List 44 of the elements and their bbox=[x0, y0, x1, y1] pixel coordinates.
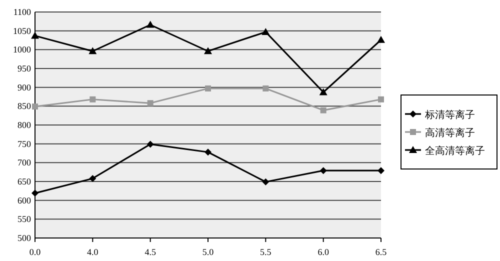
y-tick-label: 700 bbox=[18, 158, 32, 168]
point bbox=[31, 32, 39, 39]
y-tick-label: 550 bbox=[18, 214, 32, 224]
point bbox=[32, 104, 38, 110]
legend-label: 高清等离子 bbox=[425, 127, 475, 139]
y-tick-label: 500 bbox=[18, 233, 32, 243]
y-tick-label: 1000 bbox=[13, 44, 32, 55]
point bbox=[262, 28, 270, 35]
point bbox=[378, 96, 384, 102]
point bbox=[90, 96, 96, 102]
point bbox=[146, 20, 154, 28]
point bbox=[320, 107, 326, 114]
x-tick-label: 5.0 bbox=[202, 247, 214, 257]
legend-label: 全高清等离子 bbox=[425, 145, 485, 157]
point bbox=[320, 167, 327, 174]
point bbox=[89, 174, 96, 182]
y-tick-label: 650 bbox=[18, 176, 32, 186]
y-tick-label: 800 bbox=[18, 120, 32, 130]
y-tick-label: 900 bbox=[18, 82, 32, 92]
point bbox=[147, 100, 154, 106]
x-tick-label: 6.0 bbox=[318, 247, 330, 257]
y-tick-label: 600 bbox=[18, 195, 32, 206]
x-tick-label: 4.0 bbox=[87, 247, 99, 257]
point bbox=[204, 47, 212, 54]
y-tick-label: 750 bbox=[18, 138, 32, 149]
legend-label: 标清等离子 bbox=[424, 109, 475, 121]
x-tick-label: 6.5 bbox=[375, 247, 388, 257]
point bbox=[204, 148, 212, 156]
y-tick-label: 850 bbox=[18, 101, 32, 112]
point bbox=[205, 85, 211, 92]
point bbox=[88, 47, 97, 54]
point bbox=[262, 85, 269, 92]
point bbox=[146, 140, 154, 148]
point bbox=[32, 190, 38, 197]
x-tick-label: 0.0 bbox=[29, 247, 42, 257]
point bbox=[377, 36, 385, 43]
y-tick-label: 950 bbox=[18, 64, 32, 74]
y-tick-label: 1050 bbox=[13, 26, 32, 36]
x-tick-label: 4.5 bbox=[144, 247, 156, 257]
y-tick-label: 1100 bbox=[13, 7, 32, 17]
point bbox=[378, 167, 384, 174]
point bbox=[319, 88, 328, 96]
x-tick-label: 5.5 bbox=[260, 247, 272, 257]
point bbox=[262, 178, 270, 186]
